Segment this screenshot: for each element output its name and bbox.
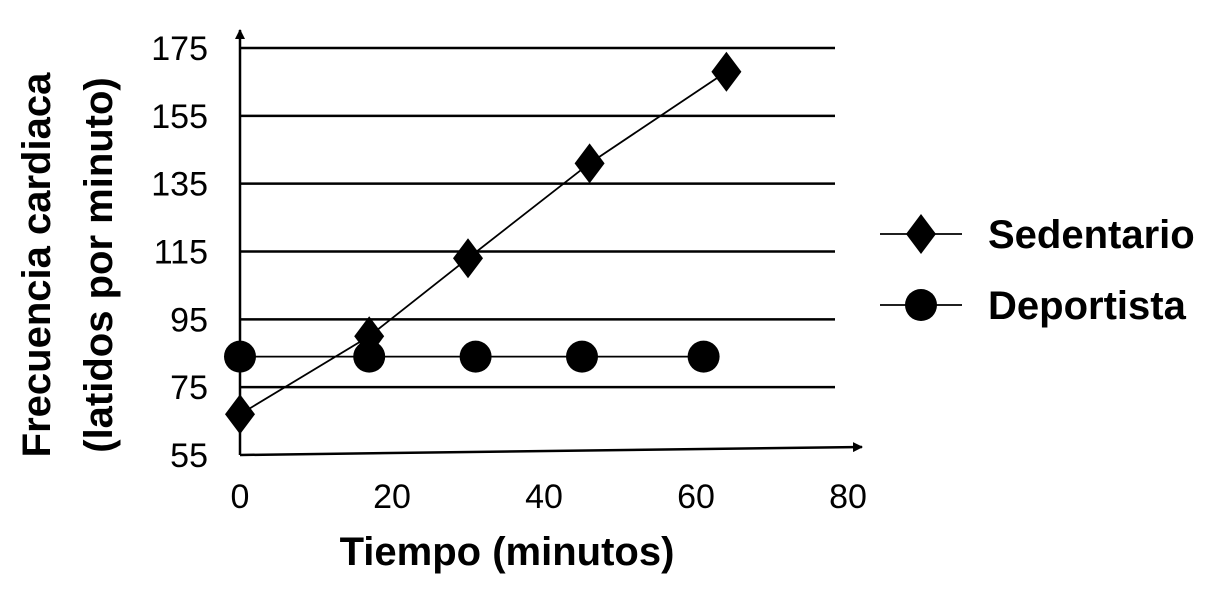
data-point (225, 394, 255, 435)
legend: Sedentario Deportista (880, 213, 1195, 328)
series (224, 51, 742, 435)
data-point (453, 238, 483, 279)
x-axis-title: Tiempo (minutos) (340, 530, 675, 574)
x-tick-labels: 0 20 40 60 80 (231, 478, 867, 516)
legend-label: Deportista (988, 284, 1187, 328)
y-tick-label: 95 (170, 301, 208, 339)
y-tick-label: 135 (151, 166, 208, 204)
data-point (711, 51, 742, 92)
x-tick-label: 20 (373, 478, 411, 516)
series-Deportista (224, 340, 720, 373)
legend-label: Sedentario (988, 213, 1195, 257)
y-axis-title-line-2: (latidos por minuto) (77, 77, 121, 453)
legend-marker (906, 214, 936, 254)
x-axis-line (239, 442, 863, 457)
data-point (353, 340, 386, 373)
y-tick-labels: 55 75 95 115 135 155 175 (151, 30, 208, 475)
y-tick-label: 175 (151, 30, 208, 68)
axes (235, 29, 863, 457)
data-point (224, 340, 256, 373)
y-axis-title: Frecuencia cardiaca (latidos por minuto) (15, 72, 121, 457)
y-axis-title-line-1: Frecuencia cardiaca (15, 72, 59, 457)
legend-item: Deportista (880, 284, 1187, 328)
x-tick-label: 80 (829, 478, 867, 516)
data-point (687, 340, 720, 373)
data-point (566, 340, 598, 373)
y-tick-label: 75 (170, 369, 208, 407)
data-point (574, 143, 605, 184)
x-tick-label: 40 (525, 478, 563, 516)
x-tick-label: 0 (231, 478, 250, 516)
series-Sedentario (225, 51, 742, 435)
x-tick-label: 60 (677, 478, 715, 516)
legend-item: Sedentario (880, 213, 1195, 257)
gridlines (240, 46, 835, 389)
y-tick-label: 55 (170, 437, 208, 475)
data-point (459, 340, 492, 373)
legend-marker (905, 289, 937, 321)
y-tick-label: 155 (151, 98, 208, 136)
y-tick-label: 115 (154, 234, 208, 272)
